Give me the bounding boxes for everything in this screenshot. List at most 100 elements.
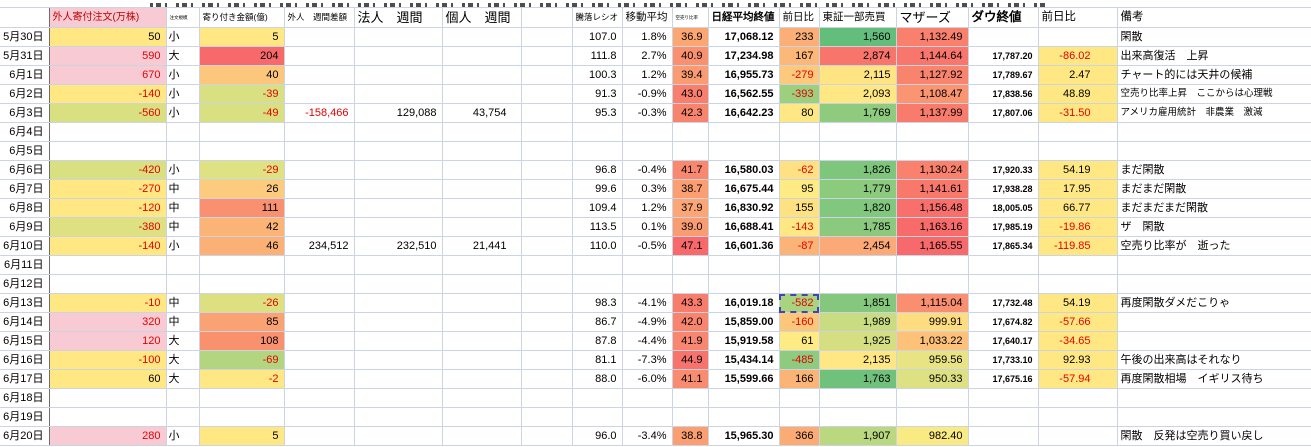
header-kojin[interactable]: 個人 週間: [442, 7, 522, 28]
cell-change[interactable]: [779, 274, 820, 294]
cell-mothers[interactable]: [896, 407, 969, 427]
cell-rsi[interactable]: 40.9: [672, 46, 709, 66]
cell-ratio[interactable]: 96.0: [572, 426, 623, 446]
cell-sp[interactable]: [521, 426, 573, 446]
cell-biko[interactable]: 再度閑散ダメだこりゃ: [1117, 293, 1311, 313]
cell-ratio[interactable]: [572, 274, 623, 294]
cell-sp[interactable]: [521, 369, 573, 389]
cell-nikkei[interactable]: [708, 122, 780, 142]
cell-tosho[interactable]: 2,135: [819, 350, 897, 370]
cell-change[interactable]: 95: [779, 179, 820, 199]
cell-kojin[interactable]: [442, 312, 522, 332]
cell-hojin[interactable]: [354, 141, 443, 161]
header-ratio[interactable]: 騰落レシオ: [572, 7, 623, 28]
cell-biko[interactable]: [1117, 312, 1311, 332]
cell-gaijin[interactable]: -420: [49, 160, 167, 180]
cell-rsi[interactable]: [672, 141, 709, 161]
cell-yori[interactable]: [199, 122, 285, 142]
cell-mothers[interactable]: 1,115.04: [896, 293, 969, 313]
cell-mothers[interactable]: 982.40: [896, 426, 969, 446]
cell-hojin[interactable]: 232,510: [354, 236, 443, 256]
cell-rsi[interactable]: 44.9: [672, 350, 709, 370]
cell-rsi[interactable]: 43.0: [672, 84, 709, 104]
cell-biko[interactable]: まだ閑散: [1117, 160, 1311, 180]
cell-yori[interactable]: [199, 407, 285, 427]
cell-tosho[interactable]: 2,874: [819, 46, 897, 66]
cell-dchange[interactable]: -19.86: [1038, 217, 1118, 237]
header-gweek[interactable]: 外人 週間差額: [284, 7, 355, 28]
cell-date[interactable]: 6月1日: [0, 65, 50, 85]
cell-dow[interactable]: 17,733.10: [968, 350, 1039, 370]
cell-mothers[interactable]: 1,144.64: [896, 46, 969, 66]
cell-sp[interactable]: [521, 46, 573, 66]
cell-gaijin[interactable]: -270: [49, 179, 167, 199]
cell-rsi[interactable]: [672, 388, 709, 408]
cell-date[interactable]: 6月14日: [0, 312, 50, 332]
cell-tosho[interactable]: [819, 141, 897, 161]
cell-dow[interactable]: [968, 122, 1039, 142]
cell-hojin[interactable]: [354, 274, 443, 294]
cell-dow[interactable]: [968, 388, 1039, 408]
cell-size[interactable]: 中: [166, 217, 200, 237]
cell-mothers[interactable]: 1,156.48: [896, 198, 969, 218]
cell-date[interactable]: 6月4日: [0, 122, 50, 142]
cell-kojin[interactable]: [442, 141, 522, 161]
cell-dow[interactable]: 17,920.33: [968, 160, 1039, 180]
cell-dchange[interactable]: 66.77: [1038, 198, 1118, 218]
cell-sp[interactable]: [521, 293, 573, 313]
cell-gaijin[interactable]: -120: [49, 198, 167, 218]
cell-rsi[interactable]: 42.3: [672, 103, 709, 123]
cell-sp[interactable]: [521, 27, 573, 47]
cell-dchange[interactable]: 17.95: [1038, 179, 1118, 199]
cell-hojin[interactable]: [354, 46, 443, 66]
cell-ma[interactable]: -0.3%: [622, 103, 673, 123]
cell-gweek[interactable]: [284, 27, 355, 47]
cell-gaijin[interactable]: -560: [49, 103, 167, 123]
cell-size[interactable]: 小: [166, 236, 200, 256]
header-rsi[interactable]: 空売り比率: [672, 7, 709, 28]
cell-size[interactable]: 小: [166, 27, 200, 47]
cell-hojin[interactable]: [354, 350, 443, 370]
cell-biko[interactable]: [1117, 122, 1311, 142]
cell-nikkei[interactable]: 16,675.44: [708, 179, 780, 199]
cell-change[interactable]: 166: [779, 369, 820, 389]
cell-yori[interactable]: 5: [199, 426, 285, 446]
cell-rsi[interactable]: 39.0: [672, 217, 709, 237]
cell-ma[interactable]: [622, 407, 673, 427]
cell-change[interactable]: -393: [779, 84, 820, 104]
cell-ratio[interactable]: [572, 141, 623, 161]
cell-biko[interactable]: [1117, 388, 1311, 408]
cell-change[interactable]: [779, 122, 820, 142]
cell-mothers[interactable]: 1,130.24: [896, 160, 969, 180]
cell-size[interactable]: [166, 141, 200, 161]
cell-change[interactable]: 366: [779, 426, 820, 446]
cell-dchange[interactable]: 54.19: [1038, 293, 1118, 313]
cell-biko[interactable]: まだまだまだ閑散: [1117, 198, 1311, 218]
cell-gweek[interactable]: 234,512: [284, 236, 355, 256]
cell-biko[interactable]: 空売り比率上昇 ここからは心理戦: [1117, 84, 1311, 104]
cell-mothers[interactable]: [896, 388, 969, 408]
cell-ma[interactable]: -3.4%: [622, 426, 673, 446]
cell-ratio[interactable]: 98.3: [572, 293, 623, 313]
cell-mothers[interactable]: 1,163.16: [896, 217, 969, 237]
cell-biko[interactable]: 空売り比率が 逝った: [1117, 236, 1311, 256]
cell-rsi[interactable]: 38.7: [672, 179, 709, 199]
cell-rsi[interactable]: 36.9: [672, 27, 709, 47]
cell-ratio[interactable]: 99.6: [572, 179, 623, 199]
cell-dchange[interactable]: 92.93: [1038, 350, 1118, 370]
cell-mothers[interactable]: 1,033.22: [896, 331, 969, 351]
cell-date[interactable]: 6月13日: [0, 293, 50, 313]
cell-ma[interactable]: 0.3%: [622, 179, 673, 199]
cell-mothers[interactable]: 1,108.47: [896, 84, 969, 104]
cell-gaijin[interactable]: 280: [49, 426, 167, 446]
cell-biko[interactable]: 閑散: [1117, 27, 1311, 47]
cell-change[interactable]: [779, 141, 820, 161]
cell-yori[interactable]: [199, 141, 285, 161]
cell-dchange[interactable]: [1038, 426, 1118, 446]
cell-tosho[interactable]: 2,115: [819, 65, 897, 85]
cell-gaijin[interactable]: 670: [49, 65, 167, 85]
cell-size[interactable]: 小: [166, 65, 200, 85]
header-nikkei[interactable]: 日経平均終値: [708, 7, 780, 28]
cell-date[interactable]: 5月30日: [0, 27, 50, 47]
cell-ma[interactable]: -0.4%: [622, 160, 673, 180]
